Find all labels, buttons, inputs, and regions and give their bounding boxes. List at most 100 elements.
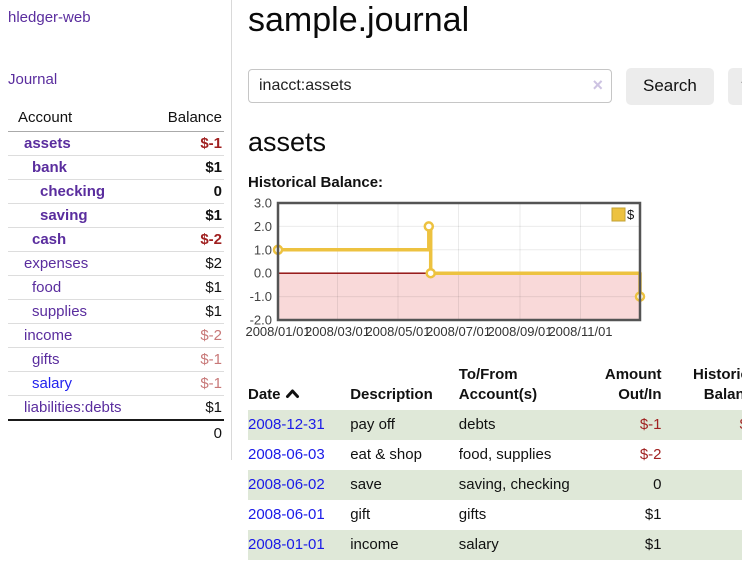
clear-search-icon[interactable]: ×	[592, 75, 603, 95]
sidebar-account-row: cash $-2	[8, 227, 224, 252]
svg-text:2.0: 2.0	[254, 219, 272, 234]
register-table: Date Description To/From Account(s) Amou…	[248, 362, 742, 560]
register-header-description: Description	[350, 386, 433, 403]
svg-text:-1.0: -1.0	[250, 289, 272, 304]
accounts-header-row: Account Balance	[8, 106, 224, 132]
sidebar-account-link[interactable]: liabilities:debts	[24, 399, 122, 416]
sidebar-account-link[interactable]: saving	[40, 207, 88, 224]
register-row: 2008-06-03 eat & shop food, supplies $-2 0	[248, 440, 742, 470]
register-balance: 0	[670, 440, 742, 470]
account-heading: assets	[248, 127, 327, 157]
accounts-total-spacer	[8, 419, 146, 446]
app-layout: hledger-web Journal Account Balance asse…	[0, 0, 742, 560]
register-body: 2008-12-31 pay off debts $-1 $-1 2008-06-03 ea…	[248, 410, 742, 560]
search-input[interactable]	[248, 69, 612, 103]
sidebar-account-balance: $1	[145, 299, 224, 324]
sidebar-account-link[interactable]: cash	[32, 231, 67, 248]
sidebar-account-row: checking 0	[8, 179, 224, 204]
register-row: 2008-06-01 gift gifts $1 $2	[248, 500, 742, 530]
sidebar-account-cell: salary	[8, 371, 146, 396]
historical-balance-chart[interactable]: $3.0 2.0 1.0 0.0 -1.0 -2.0 2008/01/01 2008/03/0…	[245, 196, 658, 344]
register-date-cell: 2008-01-01	[248, 530, 350, 560]
accounts-header-account: Account	[8, 106, 146, 132]
register-row: 2008-12-31 pay off debts $-1 $-1	[248, 410, 742, 440]
svg-text:1.0: 1.0	[254, 242, 272, 257]
register-amount: $-2	[639, 446, 662, 463]
sidebar-account-link[interactable]: bank	[32, 159, 68, 176]
sidebar-account-row: income $-2	[8, 323, 224, 348]
sidebar-account-balance: $-1	[145, 347, 224, 372]
register-amount: $1	[644, 506, 662, 523]
register-description: gift	[350, 506, 371, 523]
register-date-cell: 2008-06-03	[248, 440, 350, 470]
search-button[interactable]: Search	[626, 67, 714, 105]
sidebar: hledger-web Journal Account Balance asse…	[0, 0, 232, 460]
legend-label: $	[627, 207, 635, 222]
register-balance: $2	[670, 500, 742, 530]
sidebar-account-cell: income	[8, 323, 146, 348]
sidebar-account-balance: $1	[145, 203, 224, 228]
brand-link[interactable]: hledger-web	[8, 9, 91, 26]
register-date-link[interactable]: 2008-12-31	[248, 416, 325, 433]
sidebar-account-link[interactable]: assets	[24, 135, 71, 152]
sidebar-account-balance: $1	[145, 395, 224, 420]
sidebar-item-journal[interactable]: Journal	[8, 71, 58, 88]
register-date-link[interactable]: 2008-01-01	[248, 536, 325, 553]
register-date-link[interactable]: 2008-06-01	[248, 506, 325, 523]
accounts-total-row: 0	[8, 419, 224, 446]
svg-text:2008/11/01: 2008/11/01	[548, 324, 612, 339]
register-description: pay off	[350, 416, 395, 433]
register-accounts: salary	[458, 536, 499, 553]
register-balance: $2	[670, 470, 742, 500]
sidebar-account-row: saving $1	[8, 203, 224, 228]
register-date-link[interactable]: 2008-06-02	[248, 476, 325, 493]
sidebar-account-link[interactable]: income	[24, 327, 73, 344]
register-header-date[interactable]: Date	[248, 362, 350, 410]
register-header-accounts: To/From Account(s)	[458, 366, 538, 403]
sidebar-account-cell: gifts	[8, 347, 146, 372]
register-accounts: saving, checking	[458, 476, 570, 493]
sort-ascending-icon	[285, 385, 300, 405]
sidebar-account-cell: food	[8, 275, 146, 300]
sidebar-account-row: food $1	[8, 275, 224, 300]
svg-text:-2.0: -2.0	[250, 313, 272, 328]
search-help-button[interactable]: ?	[727, 67, 742, 105]
sidebar-account-link[interactable]: food	[32, 279, 62, 296]
sidebar-account-link[interactable]: expenses	[24, 255, 89, 272]
sidebar-account-cell: bank	[8, 155, 146, 180]
sidebar-account-cell: assets	[8, 132, 145, 156]
sidebar-account-balance: 0	[145, 179, 224, 204]
sidebar-account-balance: $1	[145, 275, 224, 300]
register-accounts: gifts	[458, 506, 487, 523]
register-header-balance: Historical Balance	[692, 366, 742, 403]
sidebar-account-link[interactable]: checking	[40, 183, 106, 200]
register-date-cell: 2008-06-01	[248, 500, 350, 530]
sidebar-account-link[interactable]: salary	[32, 375, 73, 392]
register-row: 2008-01-01 income salary $1 $1	[248, 530, 742, 560]
sidebar-account-balance: $-2	[145, 323, 224, 348]
sidebar-account-row: salary $-1	[8, 371, 224, 396]
register-description: save	[350, 476, 382, 493]
accounts-header-balance: Balance	[145, 106, 224, 132]
sidebar-accounts-table: Account Balance assets $-1 bank $1 checking 0…	[8, 106, 224, 446]
sidebar-account-link[interactable]: supplies	[32, 303, 88, 320]
register-date-link[interactable]: 2008-06-03	[248, 446, 325, 463]
sidebar-account-link[interactable]: gifts	[32, 351, 60, 368]
sidebar-account-row: gifts $-1	[8, 347, 224, 372]
sidebar-account-row: liabilities:debts $1	[8, 395, 224, 420]
search-form: × Search ?	[248, 67, 742, 105]
sidebar-account-cell: cash	[8, 227, 146, 252]
register-balance: $1	[670, 530, 742, 560]
svg-text:2008/05/01: 2008/05/01	[365, 324, 430, 339]
search-input-wrap: ×	[248, 69, 612, 103]
svg-text:3.0: 3.0	[254, 196, 272, 211]
sidebar-account-cell: saving	[8, 203, 146, 228]
sidebar-account-row: assets $-1	[8, 132, 224, 156]
sidebar-account-balance: $-2	[145, 227, 224, 252]
register-amount: $-1	[639, 416, 662, 433]
register-accounts: debts	[458, 416, 496, 433]
register-date-cell: 2008-06-02	[248, 470, 350, 500]
register-amount: $1	[644, 536, 662, 553]
sidebar-account-row: bank $1	[8, 155, 224, 180]
sidebar-account-cell: checking	[8, 179, 146, 204]
